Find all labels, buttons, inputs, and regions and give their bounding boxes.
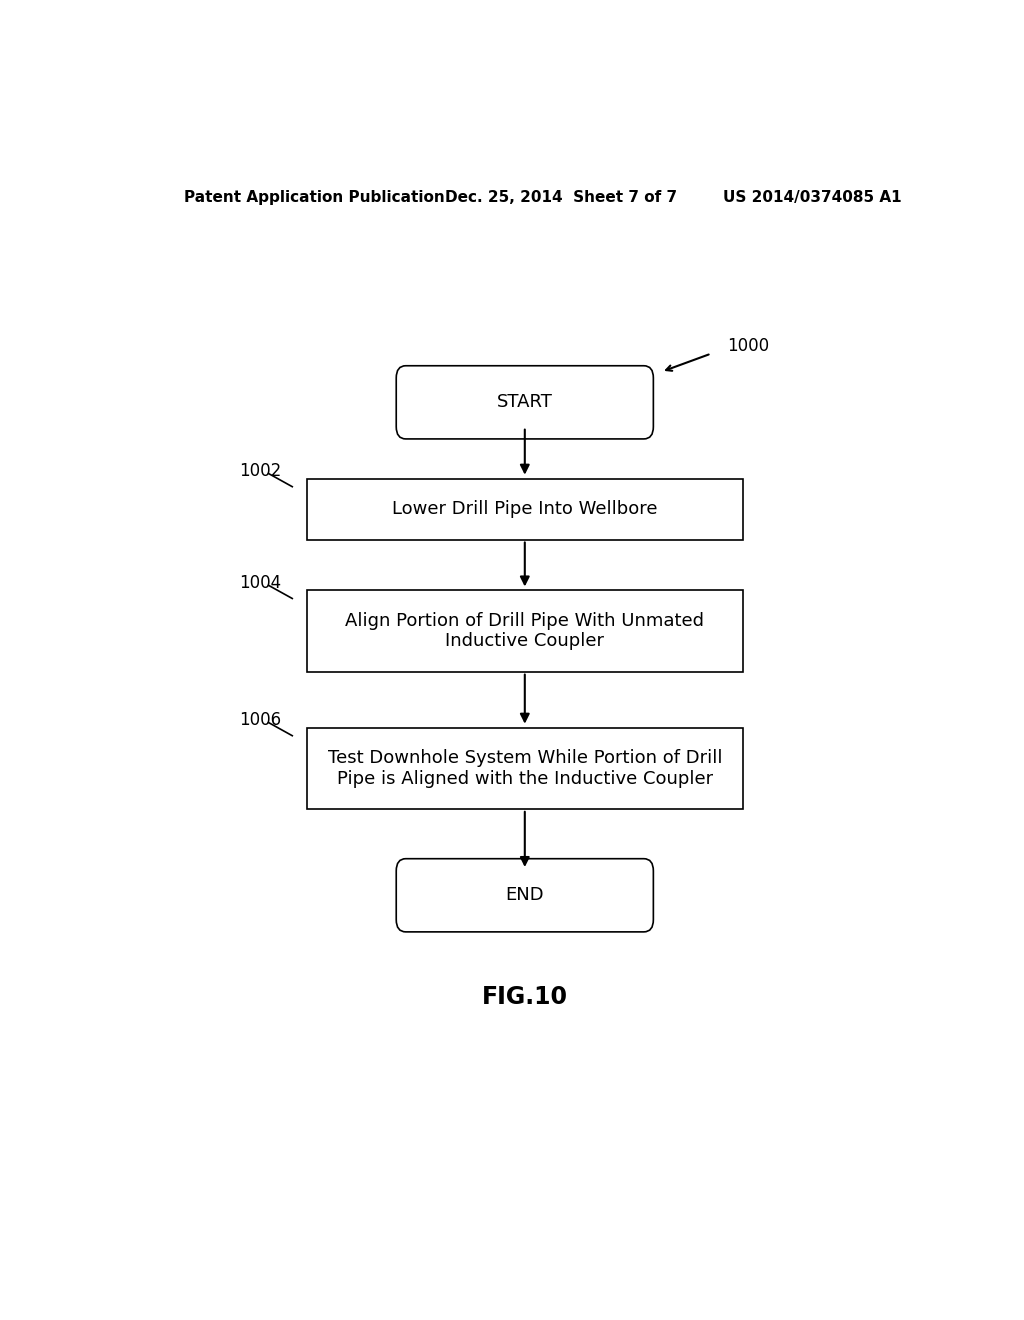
Text: 1006: 1006 [239,711,282,730]
Text: Dec. 25, 2014  Sheet 7 of 7: Dec. 25, 2014 Sheet 7 of 7 [445,190,678,205]
Text: 1004: 1004 [239,574,282,593]
Text: FIG.10: FIG.10 [482,985,567,1008]
FancyBboxPatch shape [306,727,743,809]
FancyBboxPatch shape [306,590,743,672]
Text: Patent Application Publication: Patent Application Publication [183,190,444,205]
Text: END: END [506,886,544,904]
FancyBboxPatch shape [396,366,653,440]
Text: 1000: 1000 [727,338,769,355]
Text: Align Portion of Drill Pipe With Unmated
Inductive Coupler: Align Portion of Drill Pipe With Unmated… [345,611,705,651]
Text: Test Downhole System While Portion of Drill
Pipe is Aligned with the Inductive C: Test Downhole System While Portion of Dr… [328,748,722,788]
Text: US 2014/0374085 A1: US 2014/0374085 A1 [723,190,902,205]
Text: Lower Drill Pipe Into Wellbore: Lower Drill Pipe Into Wellbore [392,500,657,517]
FancyBboxPatch shape [306,479,743,540]
Text: 1002: 1002 [239,462,282,480]
FancyBboxPatch shape [396,859,653,932]
Text: START: START [497,393,553,412]
